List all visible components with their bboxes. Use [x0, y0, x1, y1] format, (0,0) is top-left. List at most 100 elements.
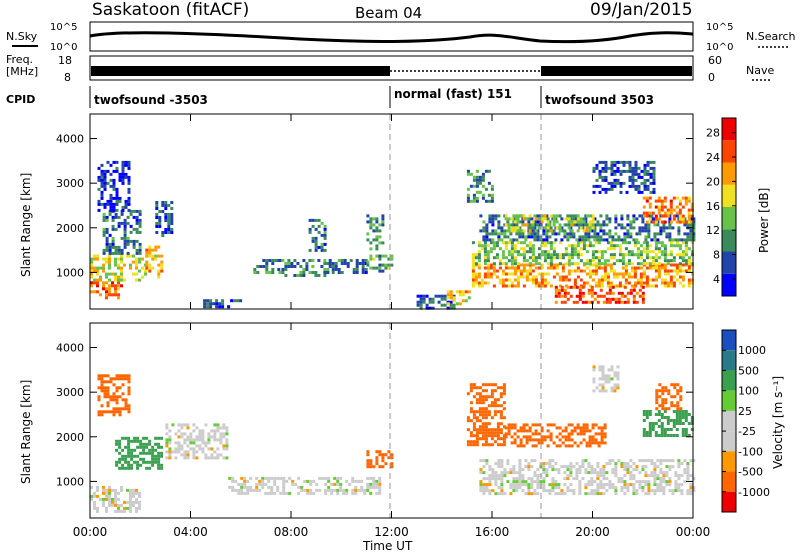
velocity-cells-cell-3	[168, 447, 172, 451]
velocity-cells-cell-9	[660, 431, 664, 434]
power-cells-cell-5	[158, 216, 162, 219]
power-cells-cell-3	[112, 169, 116, 173]
velocity-cells-cell-10	[592, 389, 596, 393]
power-cells-cell-6	[221, 299, 225, 303]
velocity-cells-cell-0	[138, 500, 141, 504]
velocity-cells-cell-8	[576, 426, 580, 430]
velocity-cells-cell-6	[469, 383, 473, 387]
power-cells-cell-16	[618, 253, 622, 257]
velocity-cells-cell-7	[500, 471, 504, 475]
velocity-cells-cell-7	[569, 468, 573, 472]
power-cells-cell-20	[672, 208, 676, 212]
power-cells-cell-9	[328, 262, 332, 265]
velocity-cells-cell-7	[677, 465, 681, 469]
velocity-cells-cell-7	[623, 480, 627, 484]
velocity-cells-cell-8	[561, 441, 565, 445]
velocity-cells-cell-2	[148, 448, 152, 452]
power-cells-cell-16	[513, 256, 517, 260]
power-cells-cell-16	[642, 247, 646, 251]
velocity-cells-cell-1	[115, 374, 119, 378]
power-cells-cell-15	[555, 272, 559, 276]
power-cells-cell-19	[626, 297, 630, 301]
power-cells-cell-15	[633, 281, 637, 285]
power-cells-cell-16	[654, 247, 658, 251]
power-cells-cell-17	[653, 235, 657, 239]
power-cells-cell-2	[102, 227, 106, 231]
power-cells-cell-17	[692, 235, 696, 239]
power-cells-cell-22	[613, 172, 617, 176]
power-cells-cell-17	[500, 232, 504, 236]
power-cells-cell-8	[323, 268, 327, 271]
power-cells-cell-15	[504, 284, 508, 288]
velocity-cells-cell-8	[576, 444, 580, 448]
power-cells-cell-20	[666, 208, 670, 212]
velocity-cells-cell-2	[160, 436, 164, 440]
power-cells-cell-20	[690, 202, 694, 206]
velocity-cells-cell-0	[132, 491, 135, 495]
power-cells-cell-0	[117, 293, 120, 297]
velocity-cells-cell-9	[669, 428, 673, 431]
power-cells-cell-16	[498, 262, 502, 266]
power-cells-cell-16	[534, 256, 538, 260]
velocity-cells-cell-3	[201, 438, 205, 442]
velocity-cells-cell-7	[653, 465, 657, 469]
velocity-cells-cell-7	[638, 486, 642, 490]
power-cells-cell-16	[600, 250, 604, 254]
power-cells-cell-15	[561, 269, 565, 273]
power-cells-cell-19	[572, 300, 576, 304]
velocity-cells-cell-7	[527, 492, 531, 496]
velocity-cells-cell-9	[672, 434, 676, 437]
velocity-cells-cell-7	[518, 483, 522, 487]
velocity-cells-cell-6	[496, 434, 500, 438]
power-colorbar-swatch	[722, 184, 736, 207]
power-cells-cell-22	[643, 172, 647, 176]
power-cells-cell-15	[606, 263, 610, 267]
velocity-cells-cell-7	[578, 483, 582, 487]
power-cells-cell-15	[510, 284, 514, 288]
velocity-cells-cell-4	[366, 485, 370, 489]
power-cells-cell-22	[613, 178, 617, 182]
power-cells-cell-22	[616, 178, 620, 182]
velocity-cells-cell-11	[661, 407, 665, 411]
power-cells-cell-22	[613, 160, 617, 164]
power-cells-cell-16	[591, 253, 595, 257]
velocity-cells-cell-3	[168, 429, 172, 433]
velocity-cells-cell-7	[578, 465, 582, 469]
power-cells-cell-17	[491, 214, 495, 218]
power-cells-cell-0	[99, 293, 102, 297]
power-cells-cell-15	[603, 275, 607, 279]
velocity-cells-cell-7	[671, 489, 675, 493]
power-cells-cell-21	[472, 193, 476, 197]
velocity-cells-cell-4	[360, 488, 364, 492]
power-cells-cell-17	[674, 214, 678, 218]
velocity-cells-cell-5	[378, 465, 382, 469]
power-cells-cell-16	[627, 250, 631, 254]
power-cells-cell-1	[144, 272, 147, 276]
power-cells-cell-18	[552, 220, 556, 224]
x-axis-label: Time UT	[362, 539, 413, 553]
power-cells-cell-11	[308, 248, 312, 252]
power-cells-cell-17	[599, 214, 603, 218]
power-cells-cell-7	[256, 271, 260, 274]
power-cells-cell-21	[481, 178, 485, 182]
power-cells-cell-2	[123, 230, 127, 234]
velocity-cells-cell-2	[136, 439, 140, 443]
power-cells-cell-2	[117, 248, 121, 252]
velocity-cells-cell-3	[198, 429, 202, 433]
power-cells-cell-21	[478, 175, 482, 179]
power-cells-cell-16	[513, 244, 517, 248]
velocity-cells-cell-7	[677, 477, 681, 481]
power-cells-cell-17	[677, 232, 681, 236]
velocity-cells-cell-4	[255, 485, 259, 489]
velocity-cells-cell-4	[291, 482, 295, 486]
velocity-cells-cell-6	[490, 401, 494, 405]
velocity_panel-ytick-label: 3000	[56, 386, 84, 399]
power-cells-cell-9	[346, 262, 350, 265]
power-cells-cell-15	[474, 272, 478, 276]
power-cells-cell-8	[278, 271, 282, 274]
power-cells-cell-19	[554, 294, 558, 298]
velocity-cells-cell-9	[660, 434, 664, 437]
power-cells-cell-16	[588, 244, 592, 248]
velocity-cells-cell-0	[135, 500, 138, 504]
power-cells-cell-16	[690, 262, 694, 266]
